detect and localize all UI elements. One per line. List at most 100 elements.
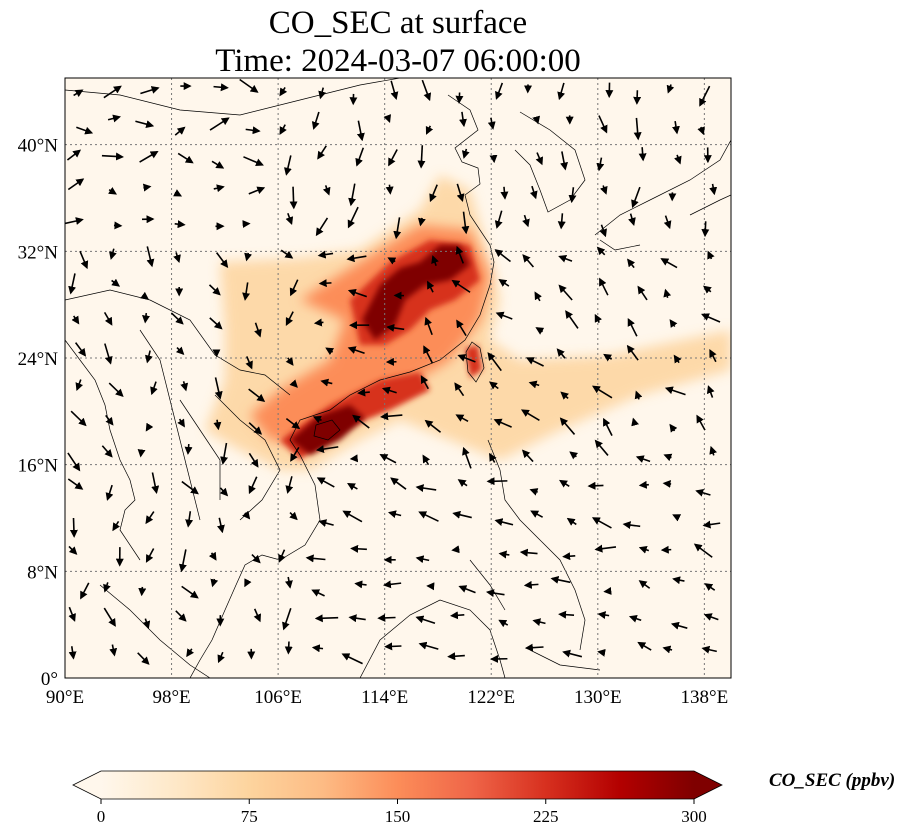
wind-vector bbox=[285, 476, 294, 494]
wind-vector bbox=[348, 183, 357, 207]
wind-vector bbox=[347, 288, 367, 298]
wind-vector bbox=[79, 250, 89, 270]
wind-vector bbox=[635, 455, 651, 463]
wind-vector bbox=[214, 377, 223, 400]
wind-vector bbox=[139, 150, 159, 163]
wind-vector bbox=[489, 154, 498, 164]
wind-vector bbox=[417, 217, 426, 227]
wind-vector bbox=[495, 82, 504, 100]
wind-vector bbox=[521, 449, 534, 463]
wind-vector bbox=[568, 187, 577, 204]
wind-vector bbox=[137, 652, 150, 665]
wind-vector bbox=[219, 487, 229, 497]
wind-vector bbox=[701, 221, 710, 238]
gridlines bbox=[65, 78, 731, 678]
wind-vector bbox=[245, 126, 261, 135]
wind-vector bbox=[74, 342, 87, 357]
wind-vector bbox=[450, 611, 465, 620]
wind-vector bbox=[311, 111, 320, 130]
wind-vector bbox=[520, 409, 540, 421]
wind-vector bbox=[622, 521, 641, 529]
wind-vector bbox=[597, 648, 606, 657]
wind-vector bbox=[415, 555, 430, 564]
wind-vector bbox=[242, 282, 251, 301]
lon-tick-label: 114°E bbox=[361, 687, 408, 708]
wind-vector bbox=[101, 445, 113, 458]
wind-vector bbox=[380, 412, 403, 421]
wind-vector bbox=[70, 410, 87, 427]
wind-vector bbox=[628, 614, 642, 623]
wind-vector bbox=[557, 213, 566, 230]
wind-vector bbox=[142, 183, 152, 192]
wind-vector bbox=[494, 210, 503, 229]
wind-vector bbox=[248, 186, 266, 195]
wind-vector bbox=[559, 417, 576, 435]
wind-vector bbox=[529, 185, 538, 200]
wind-vector bbox=[672, 514, 682, 522]
wind-vector bbox=[349, 454, 359, 463]
wind-vector bbox=[485, 589, 505, 598]
wind-vector bbox=[696, 414, 706, 431]
wind-vector bbox=[352, 414, 370, 429]
wind-vector bbox=[282, 608, 292, 631]
wind-vector bbox=[145, 511, 155, 525]
wind-vector bbox=[103, 607, 116, 627]
wind-vector bbox=[103, 311, 113, 326]
wind-vector bbox=[315, 217, 329, 237]
wind-vector bbox=[185, 511, 194, 528]
wind-vector bbox=[73, 89, 84, 98]
wind-vector bbox=[208, 551, 217, 561]
wind-vector bbox=[418, 641, 439, 650]
colorbar-extend-min bbox=[73, 771, 101, 799]
wind-vector bbox=[486, 477, 508, 486]
lat-tick-label: 24°N bbox=[18, 349, 59, 370]
colorbar-label: CO_SEC (ppbv) bbox=[769, 770, 896, 791]
wind-vector bbox=[558, 610, 575, 619]
wind-vector bbox=[452, 510, 472, 519]
coastline-sumatra bbox=[99, 584, 211, 678]
wind-vector bbox=[289, 186, 298, 210]
wind-vector bbox=[638, 580, 651, 589]
wind-vector bbox=[248, 452, 259, 468]
colorbar-gradient bbox=[101, 771, 694, 799]
colorbar-extend-max bbox=[694, 771, 722, 799]
wind-vector bbox=[566, 517, 577, 526]
wind-vector bbox=[244, 578, 252, 588]
wind-vector bbox=[325, 347, 335, 356]
wind-vector bbox=[597, 611, 610, 619]
wind-vector bbox=[524, 643, 544, 652]
colorbar-tick-label: 0 bbox=[97, 807, 106, 826]
wind-vector bbox=[322, 185, 331, 196]
wind-vector bbox=[312, 416, 322, 424]
wind-vector bbox=[587, 481, 604, 490]
wind-vector bbox=[311, 589, 325, 597]
wind-vector bbox=[637, 285, 648, 301]
colorbar-tick-label: 225 bbox=[533, 807, 559, 826]
wind-vector bbox=[383, 114, 392, 124]
wind-vector bbox=[105, 414, 114, 426]
wind-vector bbox=[530, 510, 544, 518]
wind-vector bbox=[565, 310, 579, 329]
colorbar: 0 75 150 225 300 bbox=[72, 770, 723, 826]
wind-vector bbox=[137, 449, 146, 458]
wind-vector bbox=[109, 644, 118, 657]
wind-vector bbox=[173, 189, 183, 197]
wind-vector bbox=[701, 645, 717, 654]
lat-tick-label: 0° bbox=[41, 669, 58, 690]
lon-tick-label: 98°E bbox=[152, 687, 190, 708]
wind-vector bbox=[701, 313, 721, 323]
wind-vector bbox=[181, 585, 199, 599]
wind-vector bbox=[456, 183, 465, 203]
wind-vector bbox=[76, 126, 94, 135]
wind-vector bbox=[209, 317, 223, 330]
wind-vector bbox=[596, 246, 606, 256]
wind-vector bbox=[458, 585, 476, 594]
wind-vector bbox=[423, 345, 433, 364]
wind-vector bbox=[248, 476, 258, 495]
wind-vector bbox=[317, 145, 327, 160]
wind-vector bbox=[215, 252, 229, 269]
wind-vector bbox=[174, 220, 186, 229]
wind-vector bbox=[342, 510, 363, 523]
wind-vector bbox=[318, 519, 334, 527]
